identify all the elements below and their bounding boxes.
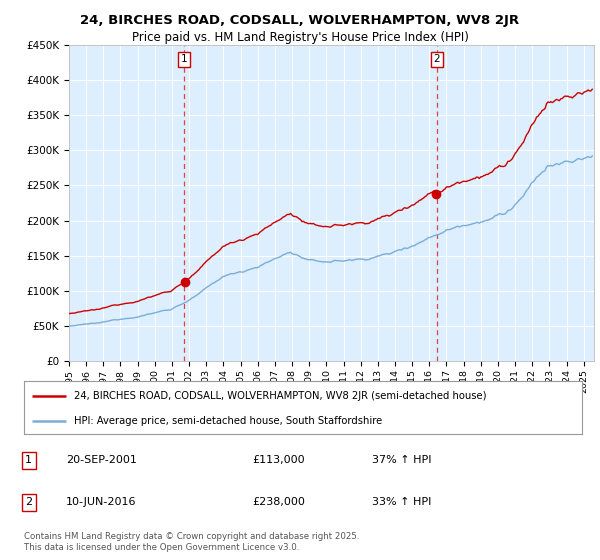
- Text: Contains HM Land Registry data © Crown copyright and database right 2025.
This d: Contains HM Land Registry data © Crown c…: [24, 532, 359, 552]
- Text: 24, BIRCHES ROAD, CODSALL, WOLVERHAMPTON, WV8 2JR: 24, BIRCHES ROAD, CODSALL, WOLVERHAMPTON…: [80, 14, 520, 27]
- Text: 20-SEP-2001: 20-SEP-2001: [66, 455, 137, 465]
- Text: 24, BIRCHES ROAD, CODSALL, WOLVERHAMPTON, WV8 2JR (semi-detached house): 24, BIRCHES ROAD, CODSALL, WOLVERHAMPTON…: [74, 391, 487, 401]
- Text: 1: 1: [181, 54, 188, 64]
- Text: HPI: Average price, semi-detached house, South Staffordshire: HPI: Average price, semi-detached house,…: [74, 416, 382, 426]
- Text: 10-JUN-2016: 10-JUN-2016: [66, 497, 137, 507]
- Text: 1: 1: [25, 455, 32, 465]
- Text: £238,000: £238,000: [252, 497, 305, 507]
- Text: 33% ↑ HPI: 33% ↑ HPI: [372, 497, 431, 507]
- Text: Price paid vs. HM Land Registry's House Price Index (HPI): Price paid vs. HM Land Registry's House …: [131, 31, 469, 44]
- Text: 37% ↑ HPI: 37% ↑ HPI: [372, 455, 431, 465]
- Text: £113,000: £113,000: [252, 455, 305, 465]
- Text: 2: 2: [434, 54, 440, 64]
- Text: 2: 2: [25, 497, 32, 507]
